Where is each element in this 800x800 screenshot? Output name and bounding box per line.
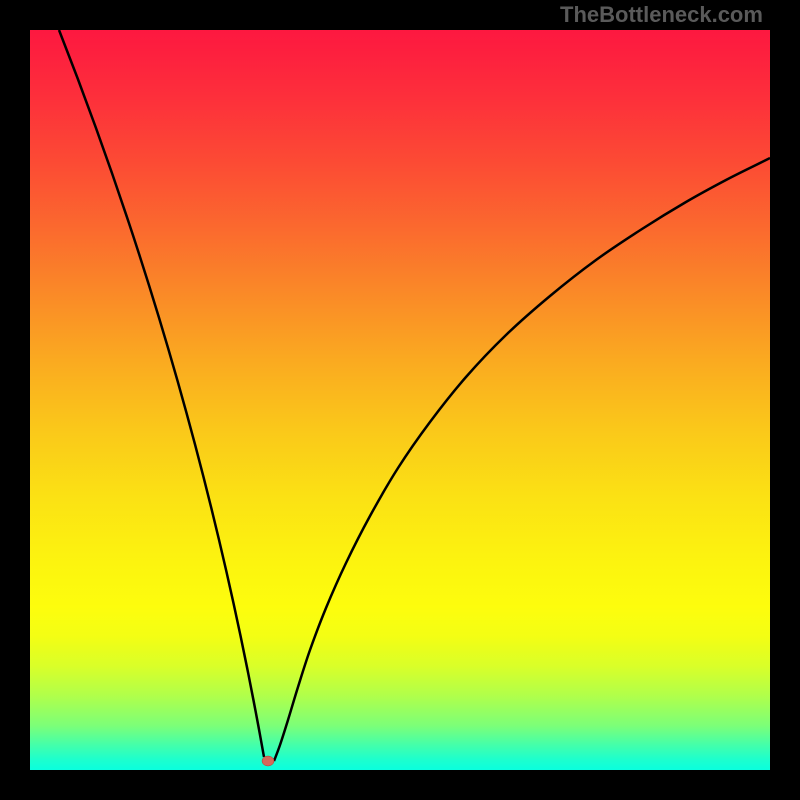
chart-frame: TheBottleneck.com	[0, 0, 800, 800]
watermark-text: TheBottleneck.com	[560, 2, 763, 28]
curve-right-branch	[274, 158, 770, 761]
bottleneck-curve	[30, 30, 770, 770]
optimum-marker	[262, 756, 274, 766]
plot-area	[30, 30, 770, 770]
curve-left-branch	[59, 30, 264, 757]
